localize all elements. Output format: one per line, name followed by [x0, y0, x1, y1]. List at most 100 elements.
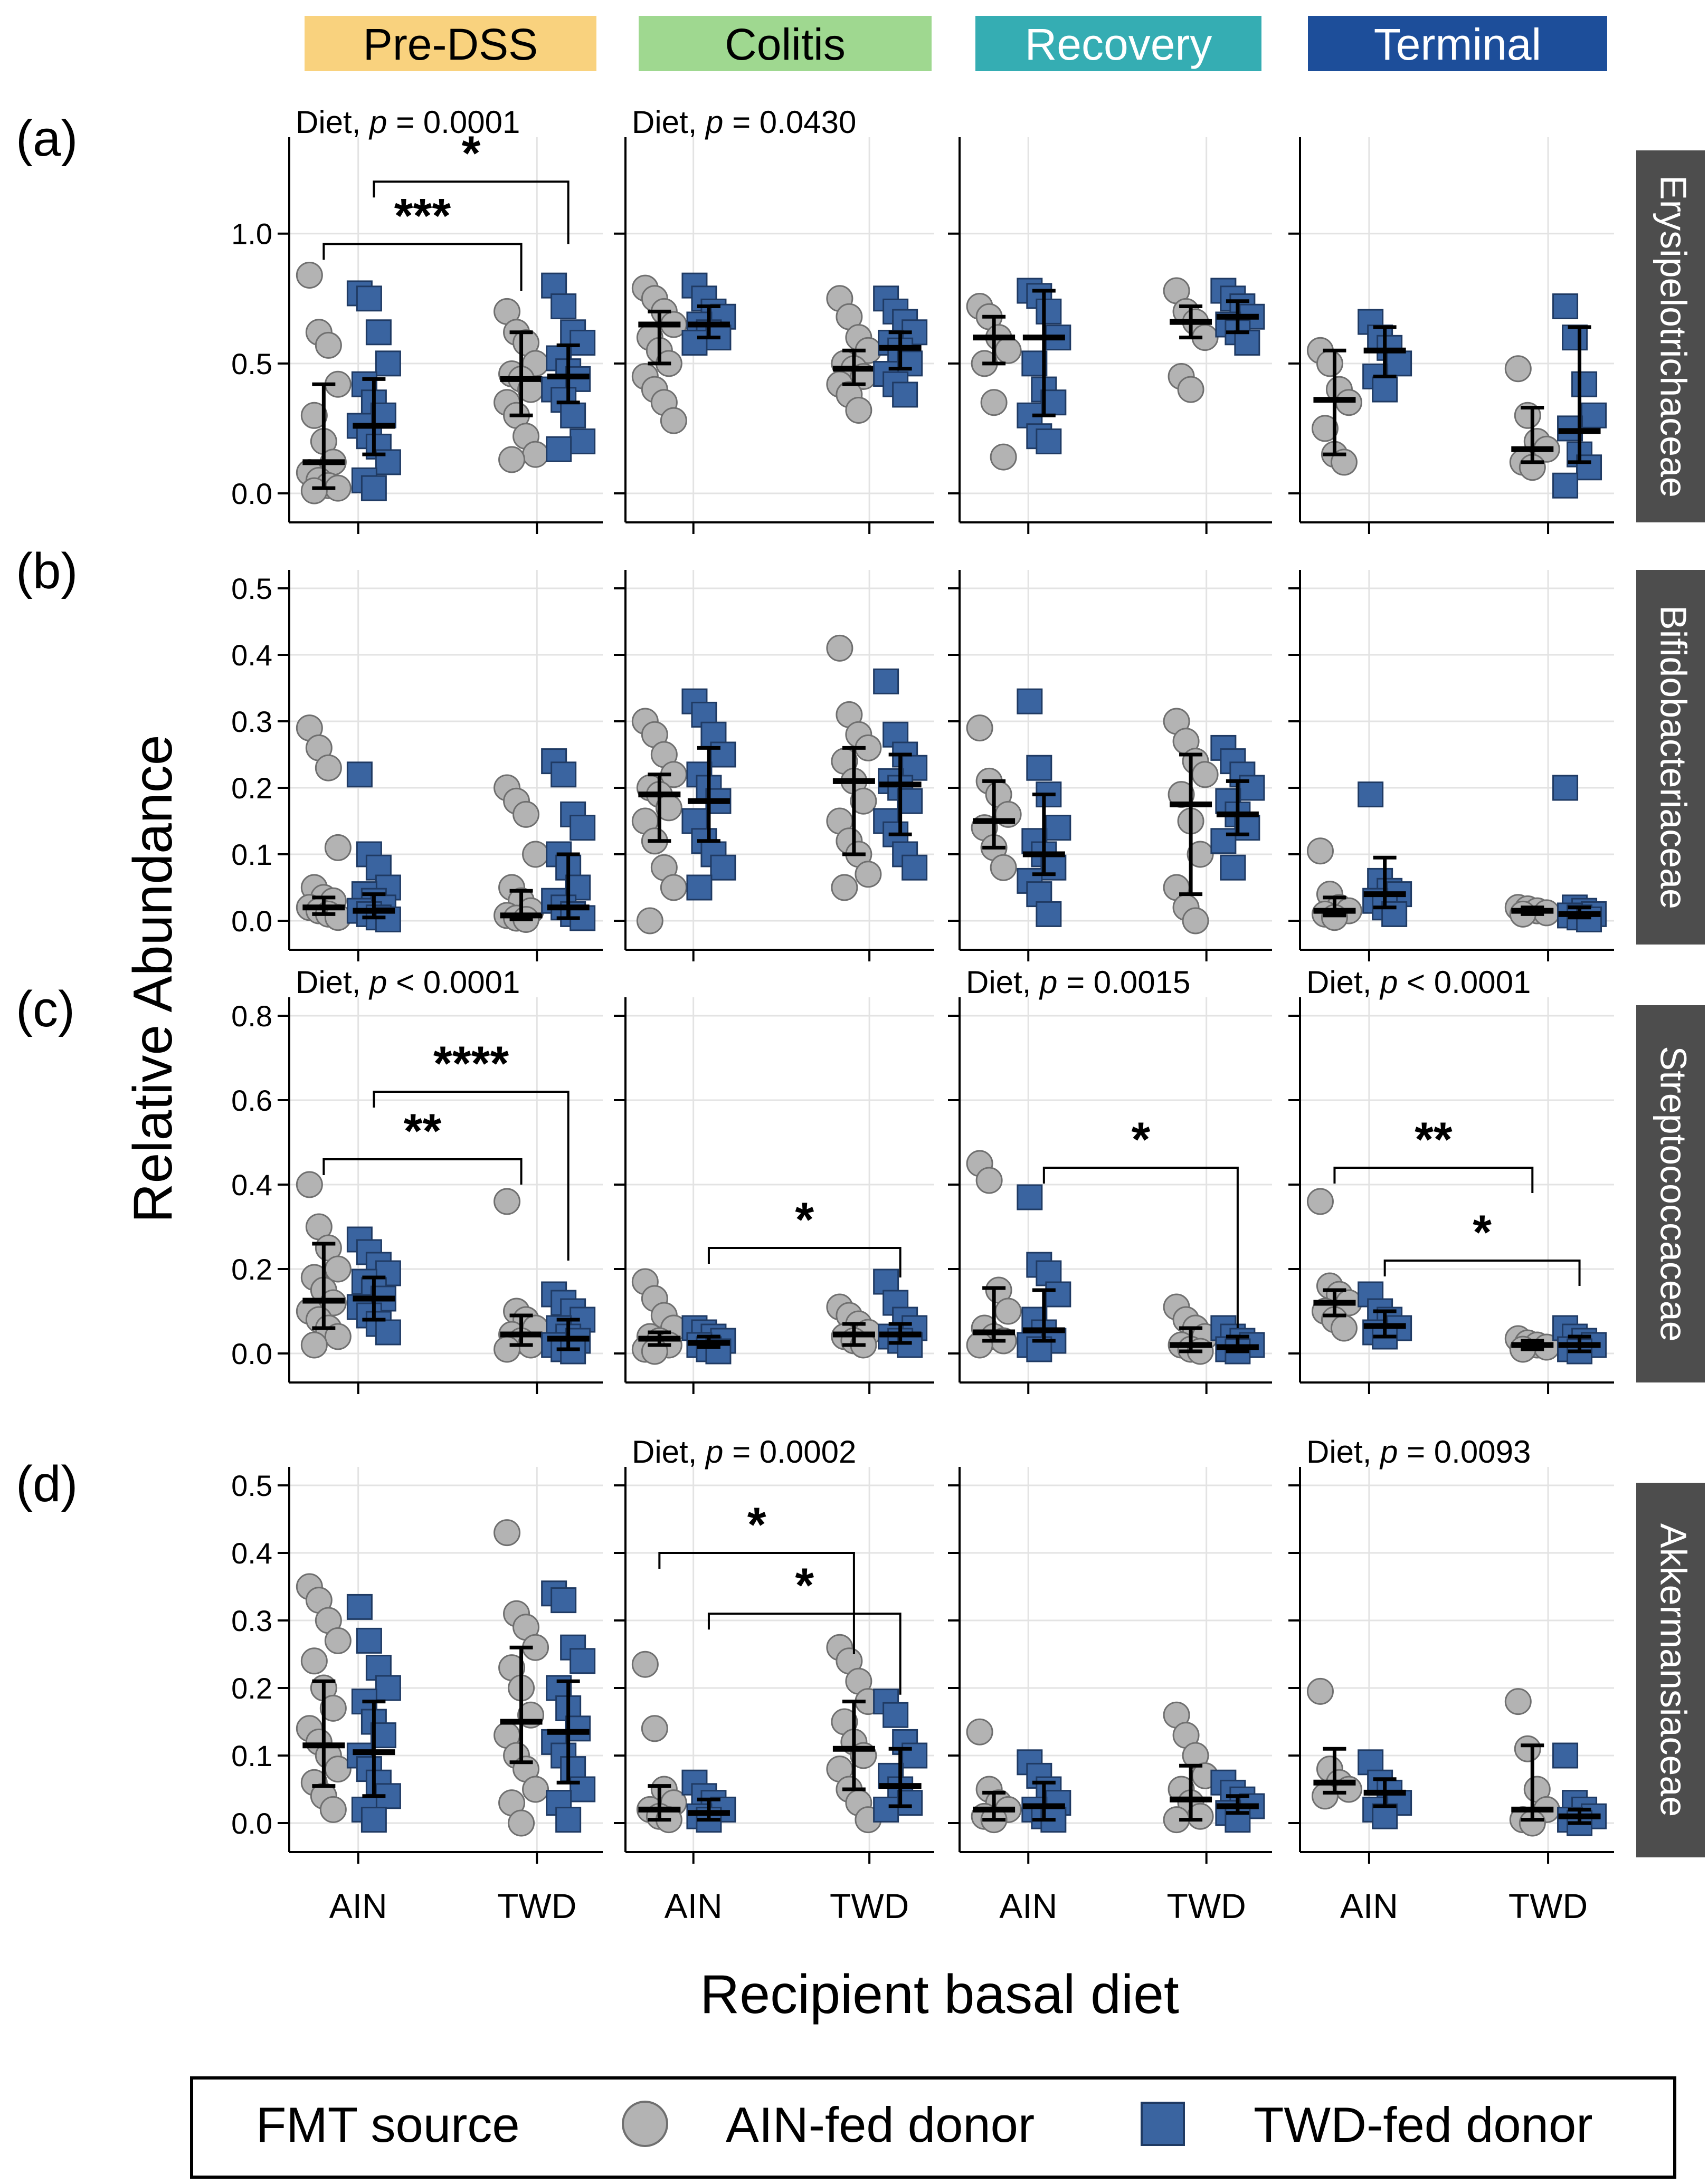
group-twd-recipient-twd-donor: [541, 748, 596, 931]
diet-p-value: Diet, p = 0.0002: [632, 1434, 856, 1470]
data-point: [686, 874, 713, 901]
data-point: [522, 1776, 549, 1803]
group-twd-recipient-twd-donor: [541, 272, 596, 462]
group-ain-recipient-ain-donor: [296, 1171, 352, 1359]
data-point: [966, 1718, 993, 1746]
significance-bracket: *: [1383, 1206, 1581, 1286]
phase-label-pre-dss: Pre-DSS: [363, 20, 538, 69]
data-point: [873, 1796, 899, 1823]
panel-letter-d: (d): [16, 1456, 78, 1512]
bracket-line: [322, 1158, 523, 1185]
significance-stars: *: [747, 1498, 766, 1552]
data-point: [990, 443, 1017, 471]
data-point: [1177, 376, 1204, 403]
group-twd-recipient-twd-donor: [541, 1281, 596, 1365]
data-point: [522, 841, 549, 868]
data-point: [300, 402, 328, 429]
data-point: [522, 441, 549, 468]
group-ain-recipient-twd-donor: [681, 688, 736, 901]
strip-erysipelotrichaceae: [1636, 150, 1705, 522]
significance-bracket: ****: [373, 1037, 570, 1261]
panel-bifidobacteriaceae-terminal: [1288, 570, 1614, 961]
y-tick-label: 0.4: [231, 1168, 272, 1201]
legend-label-twd-donor: TWD-fed donor: [1254, 2097, 1593, 2152]
data-point: [1514, 1735, 1541, 1762]
group-twd-recipient-twd-donor: [1552, 775, 1607, 932]
data-point: [551, 1587, 577, 1614]
y-tick-label: 0.5: [231, 572, 272, 605]
panel-streptococcaceae-pre-dss: 0.00.20.40.60.8******Diet, p < 0.0001: [231, 965, 603, 1394]
data-point: [1316, 350, 1343, 377]
group-twd-recipient-twd-donor: [541, 1580, 596, 1833]
group-twd-recipient-twd-donor: [1552, 1315, 1607, 1365]
panel-akkermansiaceae-terminal: AIN TWD Diet, p = 0.0093: [1288, 1434, 1614, 1925]
group-twd-recipient-ain-donor: [494, 774, 549, 933]
data-point: [966, 1331, 993, 1359]
data-point: [1182, 907, 1209, 934]
y-tick-label: 0.0: [231, 904, 272, 938]
y-tick-label: 0.2: [231, 771, 272, 805]
group-ain-recipient-twd-donor: [1017, 1184, 1071, 1362]
data-point: [1191, 761, 1219, 788]
y-tick-label: 0.1: [231, 1739, 272, 1772]
panel-akkermansiaceae-recovery: AIN TWD: [948, 1467, 1272, 1925]
x-tick-label-twd: TWD: [1167, 1886, 1246, 1925]
group-twd-recipient-ain-donor: [494, 1188, 549, 1363]
panel-letter-b: (b): [16, 543, 78, 599]
phase-header-pre-dss: [305, 16, 596, 71]
legend-marker-twd-donor: [1141, 2102, 1185, 2146]
diet-p-value: Diet, p = 0.0001: [296, 104, 520, 140]
phase-headers: Pre-DSS Colitis Recovery Terminal: [305, 16, 1607, 71]
data-point: [570, 428, 596, 455]
group-twd-recipient-twd-donor: [1552, 1742, 1607, 1836]
data-point: [1306, 1677, 1334, 1705]
group-ain-recipient-ain-donor: [1306, 1677, 1362, 1810]
group-twd-recipient-ain-donor: [1504, 1688, 1560, 1837]
data-point: [555, 1807, 582, 1833]
group-twd-recipient-twd-donor: [1210, 1315, 1265, 1365]
group-twd-recipient-ain-donor: [1163, 1701, 1219, 1834]
y-tick-label: 0.4: [231, 638, 272, 672]
data-point: [570, 1648, 596, 1674]
diet-p-value: Diet, p < 0.0001: [296, 965, 520, 1000]
data-point: [315, 331, 342, 359]
x-axis-title: Recipient basal diet: [700, 1964, 1179, 2025]
data-point: [513, 800, 540, 828]
data-point: [360, 475, 387, 501]
data-point: [966, 714, 993, 742]
group-ain-recipient-twd-donor: [1358, 1749, 1412, 1829]
panel-letter-c: (c): [16, 981, 75, 1037]
phase-header-recovery: [975, 16, 1261, 71]
data-point: [508, 1809, 535, 1837]
legend-frame: [190, 2076, 1676, 2179]
group-ain-recipient-twd-donor: [346, 280, 401, 501]
data-point: [681, 329, 708, 356]
phase-header-terminal: [1308, 16, 1607, 71]
data-point: [1552, 1742, 1579, 1769]
row-labels: (a) (b) (c) (d): [16, 110, 78, 1512]
diet-p-value: Diet, p < 0.0001: [1306, 965, 1531, 1000]
data-point: [296, 261, 323, 289]
y-tick-label: 0.2: [231, 1672, 272, 1705]
data-point: [300, 1647, 328, 1675]
x-tick-label-twd: TWD: [830, 1886, 909, 1925]
data-point: [994, 1298, 1022, 1325]
data-point: [551, 761, 577, 788]
significance-bracket: *: [707, 1559, 902, 1695]
family-strips: Erysipelotrichaceae Bifidobacteriaceae Str…: [1636, 150, 1705, 1857]
data-point: [1552, 775, 1579, 801]
data-point: [1187, 841, 1214, 868]
group-twd-recipient-ain-donor: [1504, 894, 1560, 928]
data-point: [319, 1694, 347, 1722]
data-point: [1581, 402, 1607, 428]
data-point: [1036, 901, 1062, 927]
data-point: [300, 477, 328, 504]
data-point: [319, 1796, 347, 1823]
data-point: [1036, 298, 1062, 325]
y-tick-label: 0.3: [231, 1604, 272, 1637]
data-point: [892, 382, 918, 408]
group-ain-recipient-ain-donor: [1306, 1188, 1362, 1342]
group-ain-recipient-ain-donor: [966, 293, 1022, 471]
group-ain-recipient-twd-donor: [1017, 278, 1071, 455]
phase-header-colitis: [639, 16, 932, 71]
